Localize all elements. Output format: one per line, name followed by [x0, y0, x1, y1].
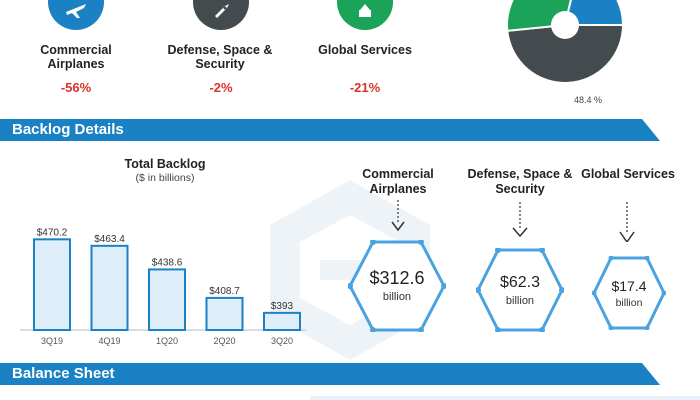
backlog-value-services: $17.4: [611, 278, 647, 294]
section-title-backlog: Backlog Details: [12, 121, 124, 138]
backlog-segment-defense-name: Defense, Space & Security: [467, 167, 573, 196]
chart-subtitle: ($ in billions): [135, 172, 195, 184]
backlog-hexagon-airplanes: $312.6 billion: [347, 239, 447, 333]
x-tick-label: 1Q20: [156, 336, 178, 346]
backlog-value-airplanes: $312.6: [369, 268, 425, 288]
bar-data-label: $470.2: [37, 227, 68, 238]
backlog-value-defense: $62.3: [499, 274, 541, 291]
backlog-segment-airplanes-name: Commercial Airplanes: [362, 167, 434, 196]
x-tick-label: 3Q19: [41, 336, 63, 346]
pie-slice-label: 48.4 %: [574, 95, 603, 105]
arrow-down-icon: [512, 202, 528, 238]
backlog-segment-services-name: Global Services: [581, 167, 675, 181]
pie-hole: [551, 11, 579, 39]
bar-3q20: [263, 311, 301, 331]
x-tick-label: 2Q20: [213, 336, 235, 346]
x-tick-label: 3Q20: [271, 336, 293, 346]
balance-panel-edge: [310, 396, 700, 400]
bar-4q19: [90, 244, 129, 331]
airplane-icon: [66, 4, 86, 18]
segment-services-icon-badge: [337, 0, 393, 30]
bar-1q20: [148, 268, 186, 332]
backlog-hexagon-services: $17.4 billion: [591, 255, 667, 331]
backlog-unit-airplanes: billion: [382, 291, 412, 303]
arrow-down-icon: [391, 200, 405, 232]
bar-data-label: $393: [271, 301, 294, 312]
segment-services-name: Global Services: [318, 43, 412, 57]
backlog-unit-services: billion: [615, 297, 643, 309]
section-header-backlog: Backlog Details: [0, 119, 660, 141]
chart-title: Total Backlog: [124, 157, 206, 171]
segment-defense-change: -2%: [209, 80, 233, 95]
backlog-bar-chart: $470.2 3Q19 $463.4 4Q19 $438.6 1Q20 $408.7 2Q20…: [20, 227, 306, 346]
bar-data-label: $438.6: [152, 257, 183, 268]
services-icon: [359, 4, 371, 17]
segment-defense-name: Defense, Space & Security: [167, 43, 273, 71]
bar-data-label: $463.4: [94, 234, 125, 245]
section-title-balance: Balance Sheet: [12, 365, 115, 382]
segment-defense-icon-badge: [193, 0, 249, 30]
pie-slice: [506, 24, 625, 84]
rocket-icon: [215, 4, 229, 18]
segment-services-change: -21%: [349, 80, 381, 95]
bar-2q20: [205, 296, 244, 331]
segment-airplanes-change: -56%: [60, 80, 92, 95]
x-tick-label: 4Q19: [98, 336, 120, 346]
backlog-unit-defense: billion: [505, 295, 535, 307]
arrow-down-icon: [619, 202, 635, 242]
revenue-pie-chart: [506, 0, 625, 84]
bar-data-label: $408.7: [209, 286, 240, 297]
segment-airplanes-name: Commercial Airplanes: [40, 43, 112, 71]
pie-slice: [563, 0, 625, 26]
backlog-hexagon-defense: $62.3 billion: [475, 247, 565, 333]
segment-airplanes-icon-badge: [48, 0, 104, 30]
section-header-balance: Balance Sheet: [0, 363, 660, 385]
bar-3q19: [33, 238, 71, 331]
